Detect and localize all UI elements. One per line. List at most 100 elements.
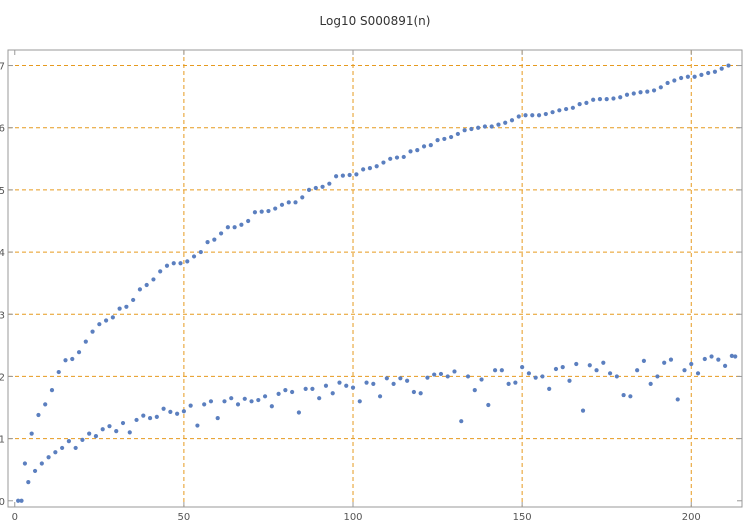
data-point: [327, 181, 332, 186]
data-point: [672, 78, 677, 83]
data-point: [110, 315, 115, 320]
data-point: [276, 391, 281, 396]
data-point: [476, 125, 481, 130]
data-point: [175, 411, 180, 416]
data-point: [367, 166, 373, 171]
data-point: [530, 113, 535, 118]
data-point: [651, 88, 657, 93]
data-point: [215, 415, 220, 421]
data-point: [114, 429, 119, 434]
data-point: [120, 420, 126, 426]
data-point: [482, 124, 488, 129]
data-point: [449, 134, 454, 140]
data-point: [516, 114, 521, 119]
data-point: [188, 403, 193, 408]
data-point: [611, 96, 616, 101]
data-point: [479, 377, 484, 382]
data-point: [665, 80, 670, 86]
grid-lines: [8, 50, 742, 507]
data-point: [631, 91, 636, 96]
data-point: [205, 240, 210, 245]
data-point: [499, 368, 504, 373]
data-point: [198, 249, 203, 255]
data-point: [384, 376, 389, 381]
chart-title: Log10 S000891(n): [319, 14, 431, 28]
data-point: [296, 410, 301, 415]
data-point: [584, 100, 589, 105]
data-point: [411, 389, 416, 395]
data-point: [699, 72, 704, 77]
data-point: [550, 110, 555, 115]
data-point: [597, 97, 603, 102]
data-point: [222, 399, 227, 404]
data-point: [618, 95, 623, 100]
data-point: [19, 498, 24, 503]
data-point: [212, 237, 217, 242]
data-point: [567, 378, 572, 383]
data-point: [344, 383, 349, 388]
data-point: [340, 173, 345, 178]
data-point: [432, 372, 437, 377]
data-point: [469, 126, 474, 132]
data-point: [635, 368, 640, 373]
data-point: [682, 368, 687, 373]
axes: 0 50 100 150 200 0 1 2 3 4 5 6 7: [0, 49, 743, 523]
data-point: [655, 374, 660, 379]
data-point: [229, 396, 234, 401]
data-point: [692, 74, 697, 79]
data-point: [533, 375, 538, 380]
data-point: [577, 101, 582, 107]
data-point: [158, 269, 163, 274]
data-point: [391, 381, 396, 386]
data-point: [252, 210, 258, 215]
y-tick-label: 0: [0, 497, 5, 508]
data-point: [195, 423, 200, 428]
data-point: [601, 360, 606, 365]
data-point: [540, 374, 545, 379]
data-point: [685, 74, 690, 79]
x-tick-label: 150: [513, 512, 532, 523]
data-point: [46, 455, 51, 460]
data-point: [259, 209, 264, 214]
data-point: [43, 402, 48, 407]
data-point: [594, 368, 599, 373]
data-point: [313, 185, 318, 191]
data-point: [523, 113, 528, 118]
data-point: [371, 381, 376, 386]
data-point: [729, 353, 734, 359]
data-point: [614, 374, 619, 379]
data-point: [459, 419, 464, 424]
y-tick-label: 4: [0, 248, 5, 259]
data-point: [560, 365, 565, 370]
data-point: [520, 365, 525, 370]
data-point: [513, 380, 518, 385]
data-point: [492, 368, 498, 373]
data-point: [53, 450, 58, 455]
y-tick-label: 5: [0, 186, 5, 197]
data-point: [76, 350, 82, 355]
data-point: [570, 105, 575, 110]
data-point: [16, 498, 21, 503]
data-point: [415, 148, 420, 153]
data-point: [310, 386, 315, 391]
data-point: [144, 282, 149, 288]
data-point: [719, 66, 724, 71]
data-point: [279, 202, 285, 207]
data-point: [401, 154, 406, 160]
data-point: [83, 339, 88, 344]
data-point: [154, 414, 159, 419]
data-point: [695, 371, 701, 376]
data-point: [536, 113, 542, 118]
data-point: [246, 218, 251, 224]
data-point: [293, 200, 298, 205]
data-point: [29, 431, 34, 436]
data-point: [22, 461, 28, 466]
data-point: [330, 391, 335, 396]
data-point: [675, 397, 680, 402]
data-point: [408, 149, 413, 154]
x-tick-label: 50: [178, 512, 191, 523]
data-point: [32, 468, 38, 474]
data-point: [455, 131, 460, 137]
data-point: [604, 97, 609, 102]
data-point: [73, 445, 78, 451]
